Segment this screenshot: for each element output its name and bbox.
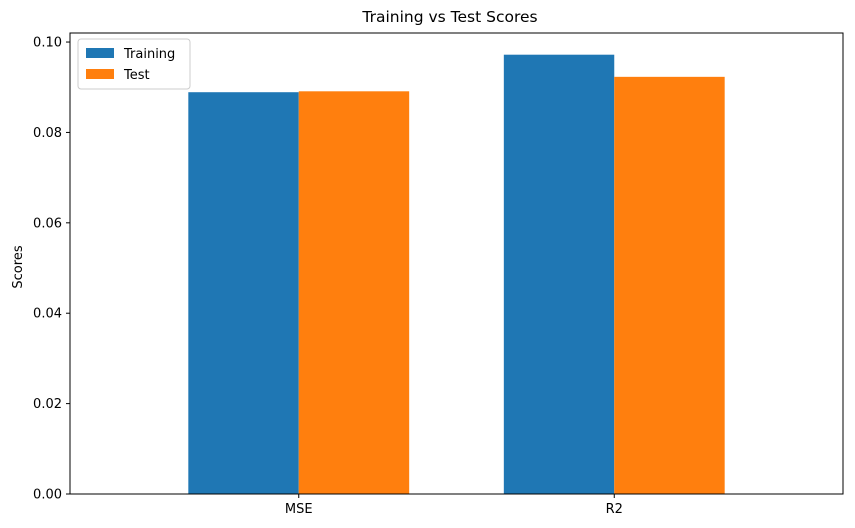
y-tick-label: 0.10 (33, 36, 62, 51)
legend: Training Test (77, 38, 191, 90)
bar-test-r2 (614, 76, 725, 494)
bars-group (188, 54, 725, 495)
y-tick-label: 0.04 (33, 307, 62, 322)
bar-training-mse (188, 92, 299, 495)
legend-label-training: Training (123, 47, 175, 62)
y-axis-label: Scores (11, 245, 26, 288)
chart-title: Training vs Test Scores (361, 8, 537, 26)
x-tick-label: R2 (606, 502, 623, 517)
y-axis-ticks: 0.00 0.02 0.04 0.06 0.08 0.10 (33, 36, 70, 503)
plot-frame (69, 32, 844, 495)
x-tick-label: MSE (285, 502, 313, 517)
bar-training-r2 (503, 54, 615, 494)
legend-swatch-test (86, 69, 114, 79)
x-axis-ticks: MSE R2 (285, 494, 623, 517)
y-tick-label: 0.08 (33, 126, 62, 141)
legend-swatch-training (86, 48, 114, 58)
y-tick-label: 0.02 (33, 397, 62, 412)
y-tick-label: 0.00 (33, 488, 62, 503)
legend-label-test: Test (123, 68, 150, 83)
bar-test-mse (298, 91, 410, 494)
y-tick-label: 0.06 (33, 216, 62, 231)
